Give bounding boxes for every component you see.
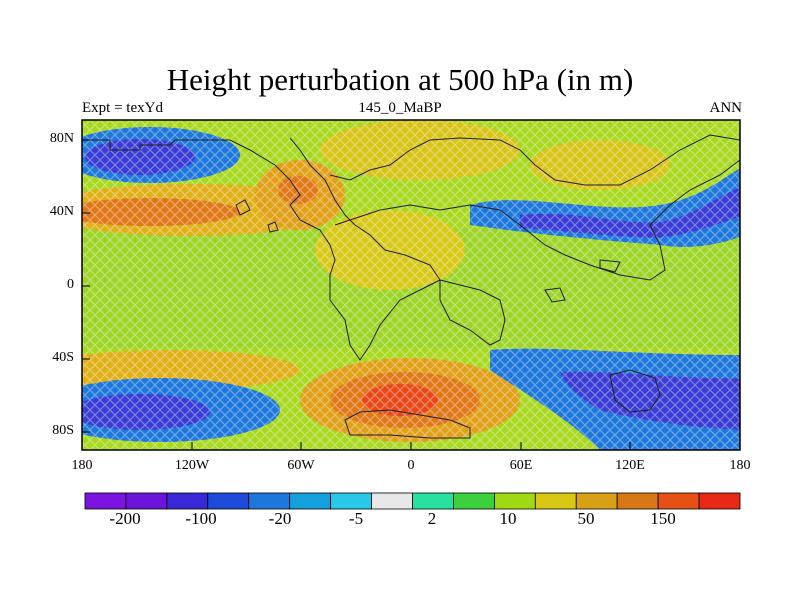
lon-label-120w: 120W (174, 458, 210, 473)
colorbar-swatch (412, 492, 454, 510)
colorbar-swatch (84, 492, 127, 510)
lat-label-40n: 40N (49, 204, 74, 219)
colorbar-swatch (166, 492, 209, 510)
lat-label-80n: 80N (49, 131, 74, 146)
plot-title: Height perturbation at 500 hPa (in m) (166, 62, 634, 97)
colorbar-swatch (534, 492, 577, 510)
period-label: 145_0_MaBP (358, 100, 442, 116)
colorbar-swatch (330, 492, 372, 510)
lon-label-120e: 120E (615, 458, 645, 473)
colorbar-label: -200 (109, 509, 141, 528)
colorbar-swatch (698, 492, 741, 510)
colorbar-swatch (453, 492, 495, 510)
lat-label-80s: 80S (52, 423, 74, 438)
colorbar-swatch (575, 492, 618, 510)
colorbar-swatch (125, 492, 168, 510)
colorbar-swatch (289, 492, 332, 510)
lon-label-0: 0 (407, 458, 415, 473)
colorbar-swatch (616, 492, 659, 510)
colorbar-label: 2 (427, 509, 437, 528)
colorbar-swatch (248, 492, 291, 510)
colorbar-label: 10 (499, 509, 517, 528)
lon-label-180e: 180 (729, 458, 751, 473)
lat-label-40s: 40S (52, 350, 74, 365)
lat-label-0: 0 (67, 277, 74, 292)
hatching-overlay (82, 120, 740, 450)
colorbar-label: 150 (650, 509, 676, 528)
season-label: ANN (709, 100, 743, 116)
lon-label-60e: 60E (509, 458, 533, 473)
experiment-label: Expt = texYd (82, 100, 163, 116)
colorbar-label: -100 (185, 509, 217, 528)
axis-ticks (81, 139, 741, 450)
colorbar-swatch (493, 492, 536, 510)
lon-label-180w: 180 (71, 458, 93, 473)
colorbar-label: -5 (348, 509, 364, 528)
colorbar-swatch (657, 492, 700, 510)
colorbar-swatch (371, 492, 413, 510)
colorbar-label: -20 (268, 509, 292, 528)
coastlines (90, 134, 740, 439)
colorbar-swatch (207, 492, 250, 510)
lon-label-60w: 60W (287, 458, 315, 473)
colorbar-label: 50 (577, 509, 595, 528)
